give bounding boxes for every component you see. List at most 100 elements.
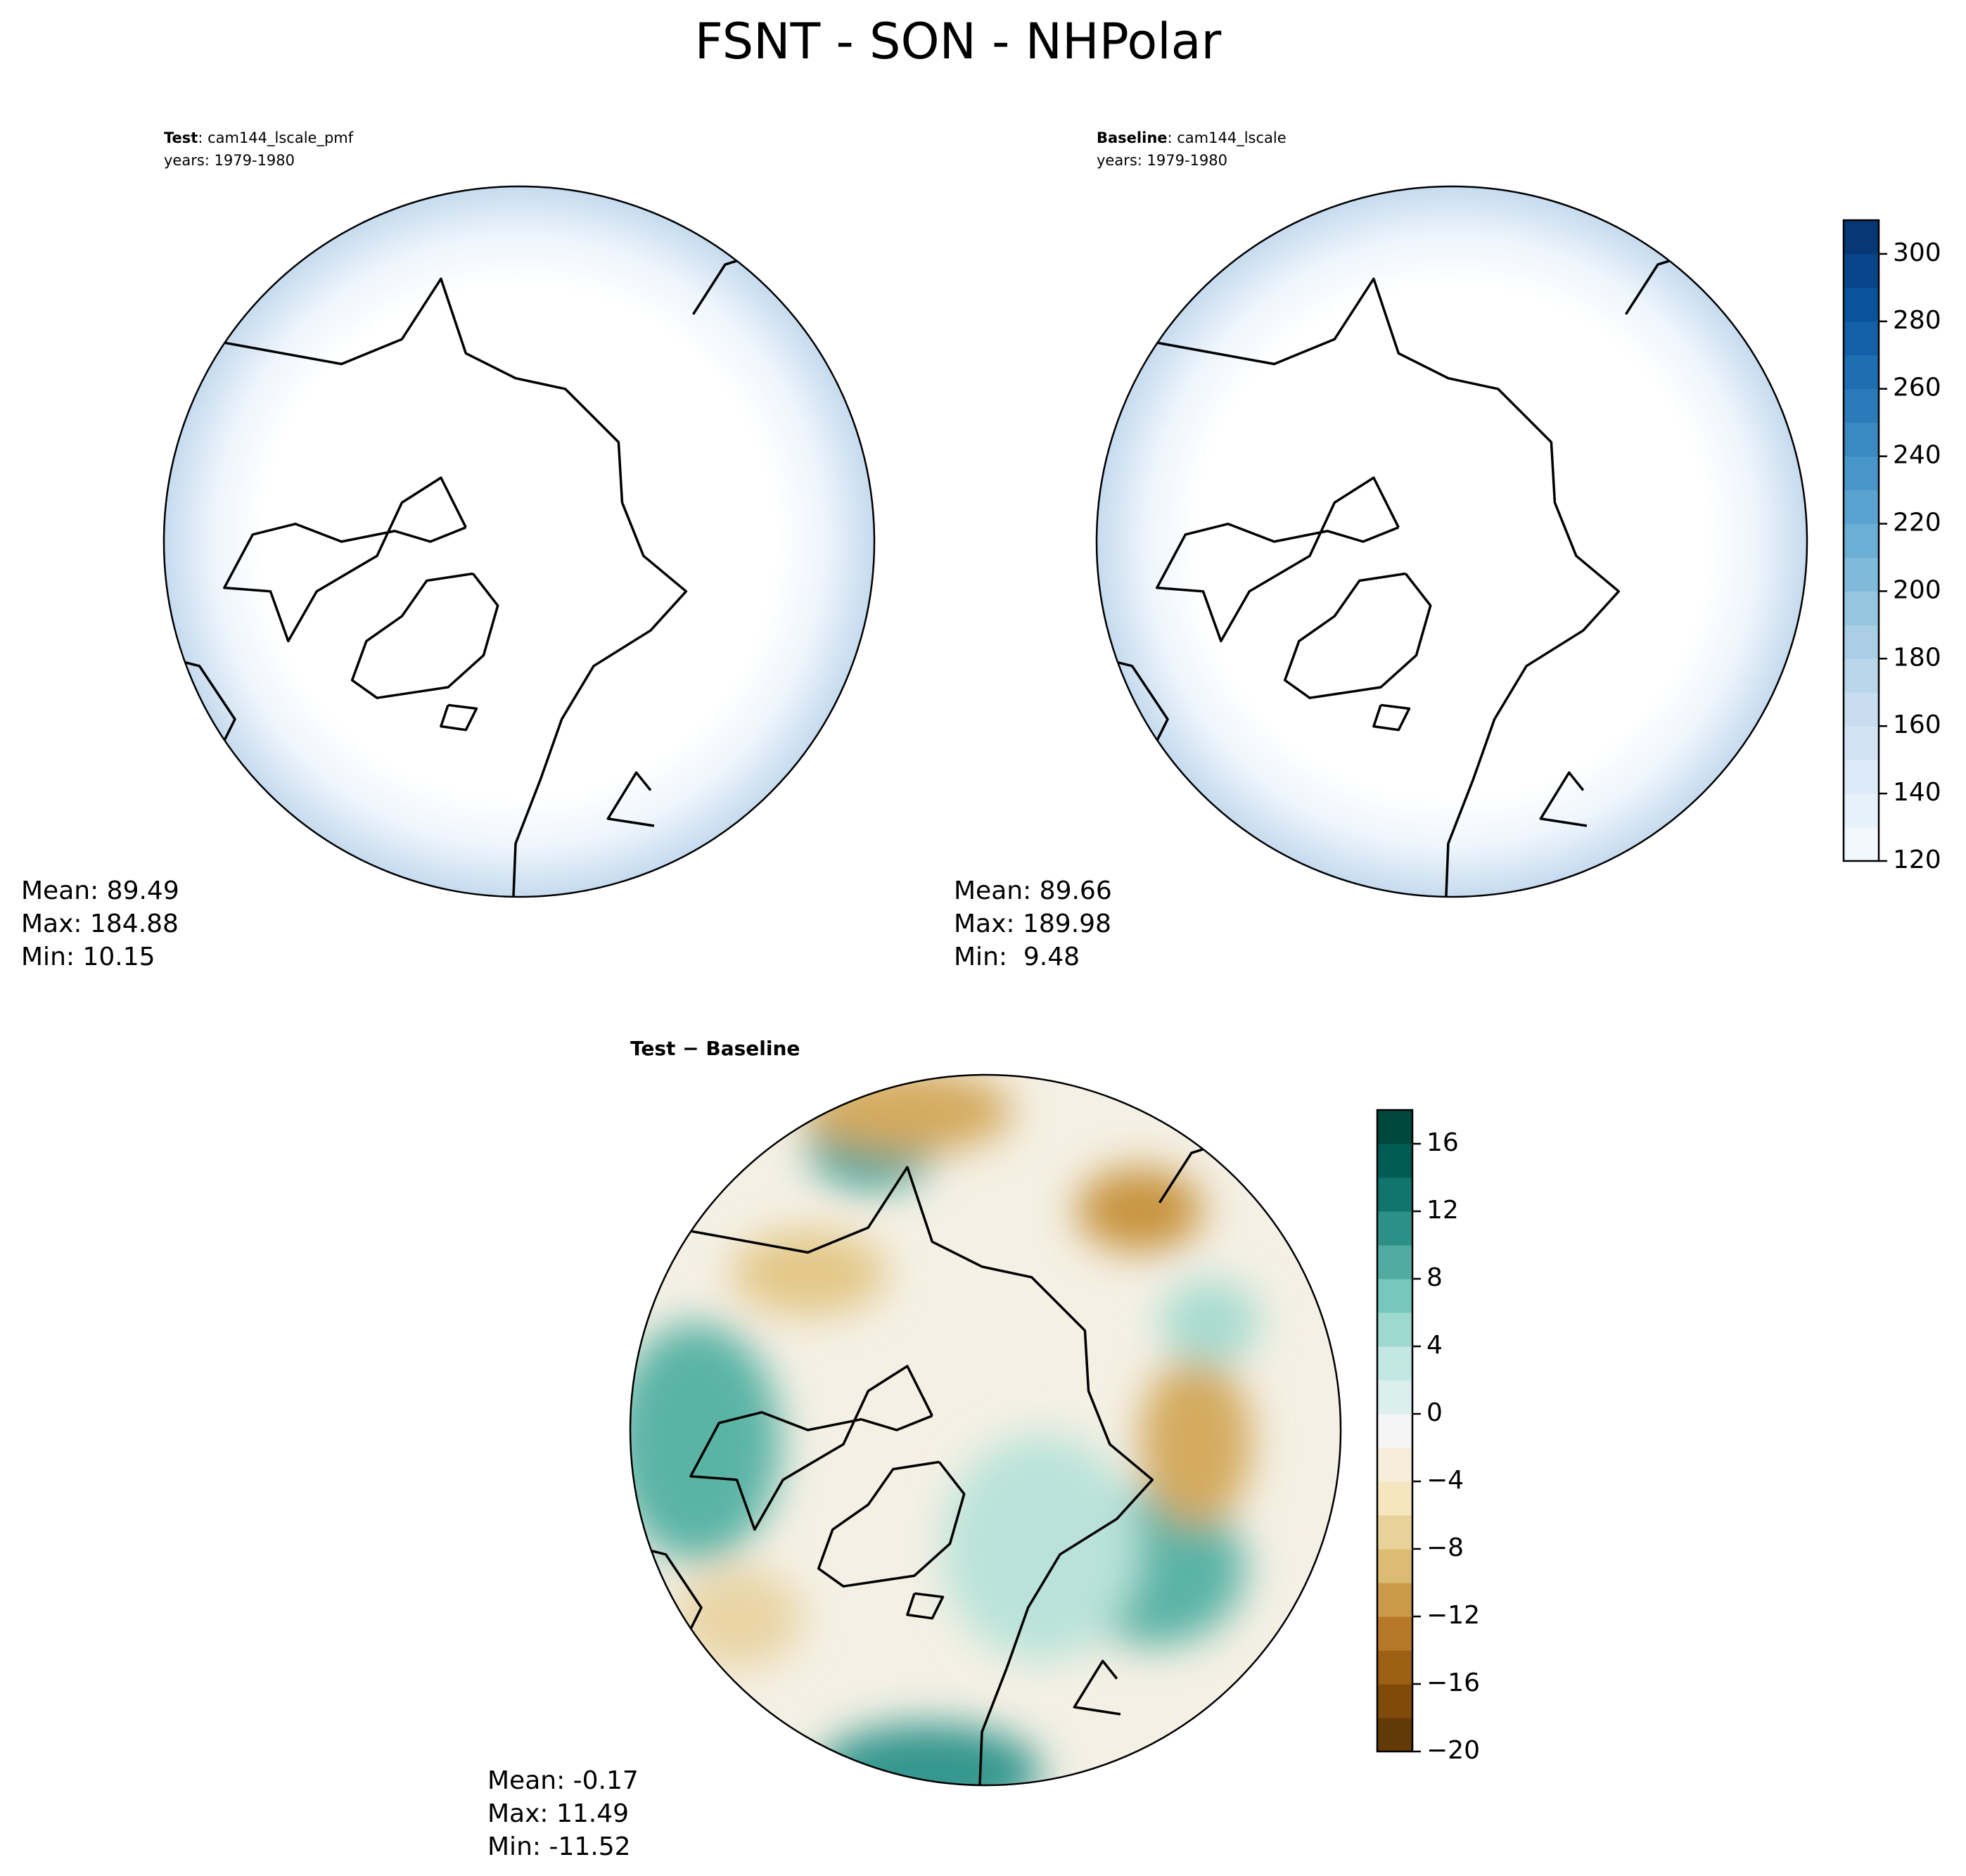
colorbar-tick-label: 120	[1893, 846, 1941, 874]
colorbar-tick-label: 240	[1893, 441, 1941, 470]
map-border	[629, 1073, 1342, 1787]
colorbar-segment	[1844, 557, 1879, 592]
panel-case: : cam144_lscale	[1168, 129, 1287, 147]
colorbar-tick-label: −20	[1426, 1736, 1480, 1765]
stat-line: Max: 11.49	[487, 1799, 629, 1828]
colorbar-segment	[1377, 1481, 1412, 1516]
coastline	[1283, 572, 1432, 699]
coastline	[1156, 476, 1400, 643]
colorbar-tick-label: 280	[1893, 306, 1941, 335]
map-field	[164, 186, 874, 897]
colorbar-segment	[1844, 726, 1879, 760]
colorbar-segment	[1844, 355, 1879, 390]
colorbar-tick-label: 16	[1426, 1128, 1459, 1157]
map-border	[162, 185, 876, 898]
colorbar-segment	[1844, 388, 1879, 423]
coastline	[1097, 277, 1621, 897]
coastline	[223, 476, 467, 643]
colorbar-segment	[1844, 658, 1879, 693]
colorbar-segment	[1377, 1279, 1412, 1313]
colorbar-tick-label: 8	[1426, 1263, 1443, 1292]
colorbar-tick-label: 4	[1426, 1331, 1443, 1360]
colorbar-tick-label: 200	[1893, 575, 1941, 604]
colorbar-segment	[1377, 1718, 1412, 1752]
coastline	[1073, 1659, 1121, 1716]
colorbar-segment	[1844, 523, 1879, 558]
colorbar-segment	[1377, 1380, 1412, 1415]
coastline	[350, 572, 499, 699]
coastline	[1227, 1166, 1323, 1176]
colorbar-segment	[1377, 1650, 1412, 1685]
colorbar-segment	[1844, 625, 1879, 659]
colorbar-segment	[1844, 760, 1879, 794]
colorbar-tick-label: −8	[1426, 1533, 1464, 1562]
colorbar-segment	[1377, 1144, 1412, 1178]
panel-header: Test: cam144_lscale_pmf	[164, 129, 354, 147]
colorbar-segment	[1844, 793, 1879, 828]
panel-case: : cam144_lscale_pmf	[198, 129, 353, 147]
colorbar-segment	[1377, 1346, 1412, 1381]
stat-line: Min: 9.48	[954, 943, 1080, 971]
colorbar-segment	[1377, 1211, 1412, 1246]
colorbar-segment	[1377, 1313, 1412, 1347]
coastline	[1097, 646, 1169, 755]
stat-line: Max: 189.98	[954, 910, 1111, 938]
colorbar-tick-label: 160	[1893, 710, 1941, 739]
coastline	[689, 1365, 933, 1531]
coastline	[1539, 771, 1588, 827]
coastline	[630, 1535, 703, 1644]
coastline	[164, 277, 688, 897]
coastline	[817, 1460, 966, 1588]
stat-line: Max: 184.88	[21, 910, 179, 938]
figure-title: FSNT - SON - NHPolar	[695, 13, 1222, 70]
map-field	[1097, 186, 1807, 897]
panel-label: Test	[164, 129, 198, 146]
colorbar-segment	[1844, 456, 1879, 491]
colorbar-segment	[1377, 1583, 1412, 1617]
panel-header: Baseline: cam144_lscale	[1097, 129, 1287, 147]
colorbar-tick-label: 140	[1893, 778, 1941, 807]
colorbar-segment	[1844, 591, 1879, 625]
coastline	[906, 1592, 945, 1620]
colorbar-tick-label: −4	[1426, 1466, 1464, 1495]
coastline	[606, 771, 655, 827]
colorbar-segment	[1377, 1110, 1412, 1144]
colorbar-tick-label: 300	[1893, 238, 1941, 267]
colorbar-segment	[1377, 1178, 1412, 1212]
map	[630, 1075, 1341, 1785]
stat-line: Mean: -0.17	[487, 1766, 639, 1795]
colorbar-segment	[1844, 827, 1879, 862]
coastline	[164, 646, 236, 755]
colorbar-segment	[1844, 321, 1879, 356]
colorbar-segment	[1844, 253, 1879, 288]
coastline	[630, 1166, 1154, 1785]
colorbar-segment	[1377, 1549, 1412, 1583]
colorbar-segment	[1844, 692, 1879, 727]
colorbar-segment	[1377, 1245, 1412, 1280]
colorbar-segment	[1844, 422, 1879, 457]
colorbar-segment	[1844, 490, 1879, 525]
panel-label: Test − Baseline	[630, 1037, 800, 1060]
stat-line: Min: 10.15	[21, 943, 155, 971]
stat-line: Mean: 89.49	[21, 876, 179, 905]
panel-years: years: 1979-1980	[164, 152, 295, 169]
panel-years: years: 1979-1980	[1097, 152, 1227, 169]
coastline	[1372, 703, 1411, 732]
colorbar-tick-label: 180	[1893, 643, 1941, 672]
stat-line: Mean: 89.66	[954, 876, 1112, 905]
map	[1097, 186, 1807, 897]
colorbar-tick-label: 0	[1426, 1398, 1443, 1427]
coastline	[440, 703, 478, 732]
colorbar-tick-label: 220	[1893, 509, 1941, 537]
coastline	[760, 277, 857, 288]
colorbar-segment	[1377, 1414, 1412, 1448]
colorbar-tick-label: 260	[1893, 374, 1941, 402]
colorbar-tick-label: 12	[1426, 1196, 1459, 1225]
map	[164, 186, 874, 897]
coastline	[1693, 277, 1789, 288]
colorbar-segment	[1377, 1515, 1412, 1550]
map-border	[1095, 185, 1808, 898]
colorbar-tick-label: −16	[1426, 1668, 1480, 1697]
colorbar-frame	[1842, 219, 1880, 862]
